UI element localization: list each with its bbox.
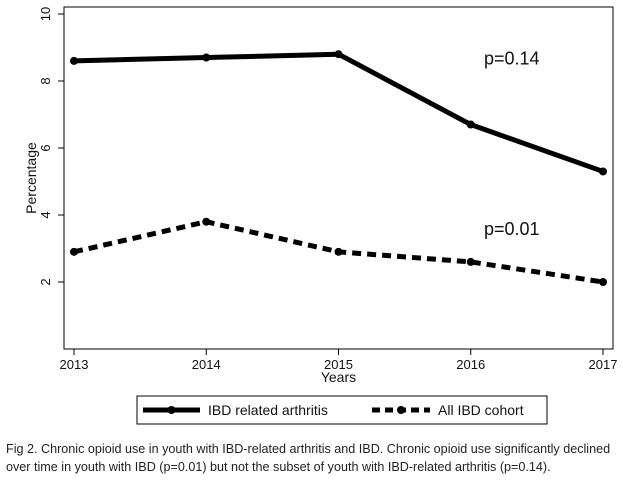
series-1-point — [599, 167, 607, 176]
y-tick-label: 4 — [38, 211, 53, 218]
y-tick-label: 10 — [38, 7, 53, 21]
legend-box — [136, 395, 548, 425]
y-tick-label: 2 — [38, 278, 53, 285]
p-value-annotation: p=0.01 — [484, 219, 540, 239]
y-tick-label: 8 — [38, 77, 53, 84]
series-1-point — [70, 56, 78, 65]
series-2-point — [334, 247, 343, 256]
series-1-point — [202, 53, 211, 62]
series-1-point — [334, 50, 343, 59]
y-tick-label: 6 — [38, 144, 53, 151]
x-tick-label: 2015 — [324, 357, 353, 372]
figure-caption: Fig 2. Chronic opioid use in youth with … — [6, 442, 611, 474]
p-value-annotation: p=0.14 — [484, 48, 540, 68]
legend-label-2: All IBD cohort — [438, 402, 524, 418]
series-2-point — [70, 247, 78, 256]
series-1-point — [466, 120, 475, 129]
x-tick-label: 2013 — [60, 357, 89, 372]
y-axis-title: Percentage — [23, 142, 39, 214]
line-chart: 2 4 6 8 10 2013 2014 2015 2016 2017 Percentage Year… — [23, 6, 618, 425]
x-tick-label: 2014 — [192, 357, 221, 372]
legend-label-1: IBD related arthritis — [208, 402, 328, 418]
chart-area: 2 4 6 8 10 2013 2014 2015 2016 2017 Percentage Year… — [23, 6, 618, 425]
series-2-point — [202, 217, 211, 226]
x-tick-label: 2016 — [456, 357, 485, 372]
series-2-point — [466, 257, 475, 266]
legend-marker-2 — [397, 406, 405, 414]
x-axis-title: Years — [321, 369, 356, 385]
series-line-1 — [73, 51, 604, 174]
x-tick-label: 2017 — [589, 357, 618, 372]
series-2-point — [599, 278, 607, 286]
legend-marker-1 — [167, 406, 176, 414]
